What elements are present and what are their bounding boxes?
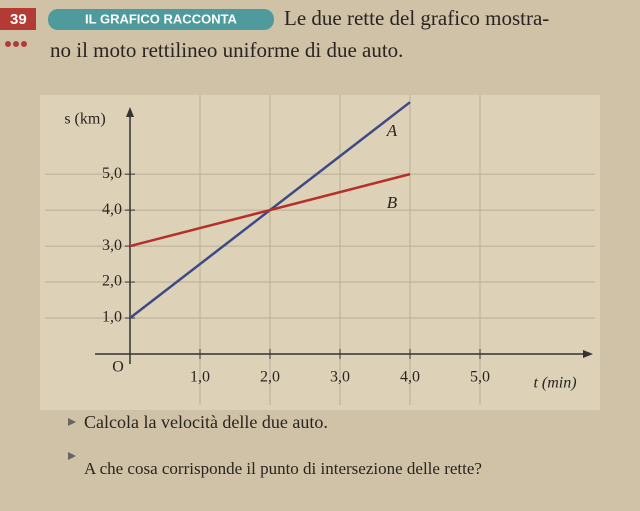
y-tick-label: 1,0 [102, 309, 122, 326]
difficulty-dot [13, 41, 19, 47]
number-box [0, 8, 36, 30]
bullet [68, 418, 76, 426]
text-line: no il moto rettilineo uniforme di due au… [50, 38, 403, 62]
y-axis-label: s (km) [64, 111, 105, 128]
badge-text: IL GRAFICO RACCONTA [85, 11, 238, 26]
difficulty-dot [21, 41, 27, 47]
x-tick-label: 1,0 [190, 369, 210, 386]
x-tick-label: 3,0 [330, 369, 350, 386]
y-axis-arrow [126, 107, 134, 117]
question: A che cosa corrisponde il punto di inter… [84, 459, 482, 478]
x-tick-label: 5,0 [470, 369, 490, 386]
y-tick-label: 3,0 [102, 237, 122, 254]
origin-label: O [112, 359, 124, 376]
badge [48, 9, 274, 30]
exercise-number: 39 [10, 11, 27, 28]
series-label: B [387, 193, 398, 212]
difficulty-dot [5, 41, 11, 47]
chart: 1,0 2,0 3,0 4,0 5,0 1,0 2,0 3,0 4,0 5,0 Os (km) t (… [45, 95, 595, 405]
y-tick-label: 2,0 [102, 273, 122, 290]
series-line [129, 172, 411, 248]
question: Calcola la velocità delle due auto. [84, 412, 328, 432]
text-line: Le due rette del grafico mostra- [284, 6, 549, 30]
y-tick-label: 5,0 [102, 165, 122, 182]
x-axis-label: t (min) [533, 375, 576, 392]
y-tick-label: 4,0 [102, 201, 122, 218]
x-tick-label: 4,0 [400, 369, 420, 386]
bullet [68, 452, 76, 460]
chart-panel [40, 95, 600, 410]
x-axis-arrow [583, 350, 593, 358]
x-tick-label: 2,0 [260, 369, 280, 386]
series-label: A [386, 121, 398, 140]
